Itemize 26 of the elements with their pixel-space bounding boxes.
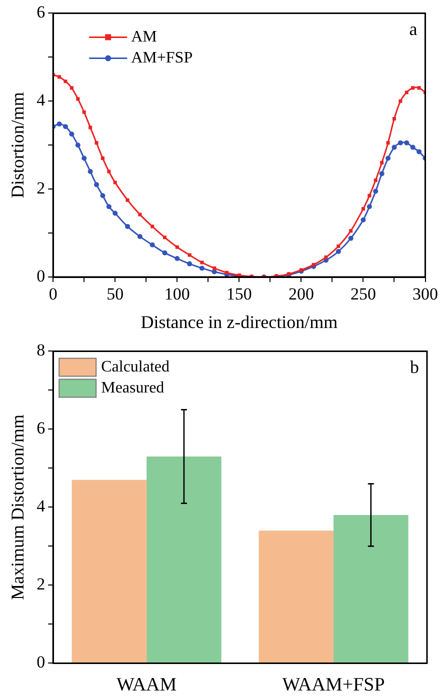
annotation: a xyxy=(409,18,418,39)
x-tick-label: 300 xyxy=(412,284,438,304)
y-tick-label: 4 xyxy=(36,90,46,110)
x-tick-label: 200 xyxy=(288,284,314,304)
legend-label: Measured xyxy=(101,379,164,396)
x-tick-label: 150 xyxy=(226,284,252,304)
legend-label: AM xyxy=(131,28,157,46)
y-tick-label: 6 xyxy=(36,2,46,22)
y-tick-label: 0 xyxy=(36,652,46,672)
y-axis-title: Distortion/mm xyxy=(8,92,28,198)
y-tick-label: 6 xyxy=(36,418,46,438)
y-tick-label: 0 xyxy=(36,266,46,286)
y-tick-label: 4 xyxy=(36,496,46,516)
x-tick-label: 100 xyxy=(164,284,190,304)
x-tick-label: 50 xyxy=(106,284,124,304)
legend-label: AM+FSP xyxy=(131,49,193,66)
x-tick-label: WAAM xyxy=(116,674,177,696)
y-axis-title: Maximum Distortion/mm xyxy=(8,414,28,600)
y-tick-label: 8 xyxy=(36,340,46,360)
x-tick-label: 250 xyxy=(350,284,376,304)
legend-label: Calculated xyxy=(101,358,170,376)
y-tick-label: 2 xyxy=(36,574,46,594)
y-tick-label: 2 xyxy=(36,178,46,198)
x-axis-title: Distance in z-direction/mm xyxy=(140,312,338,332)
annotation: b xyxy=(410,356,419,377)
x-tick-label: WAAM+FSP xyxy=(282,674,385,696)
